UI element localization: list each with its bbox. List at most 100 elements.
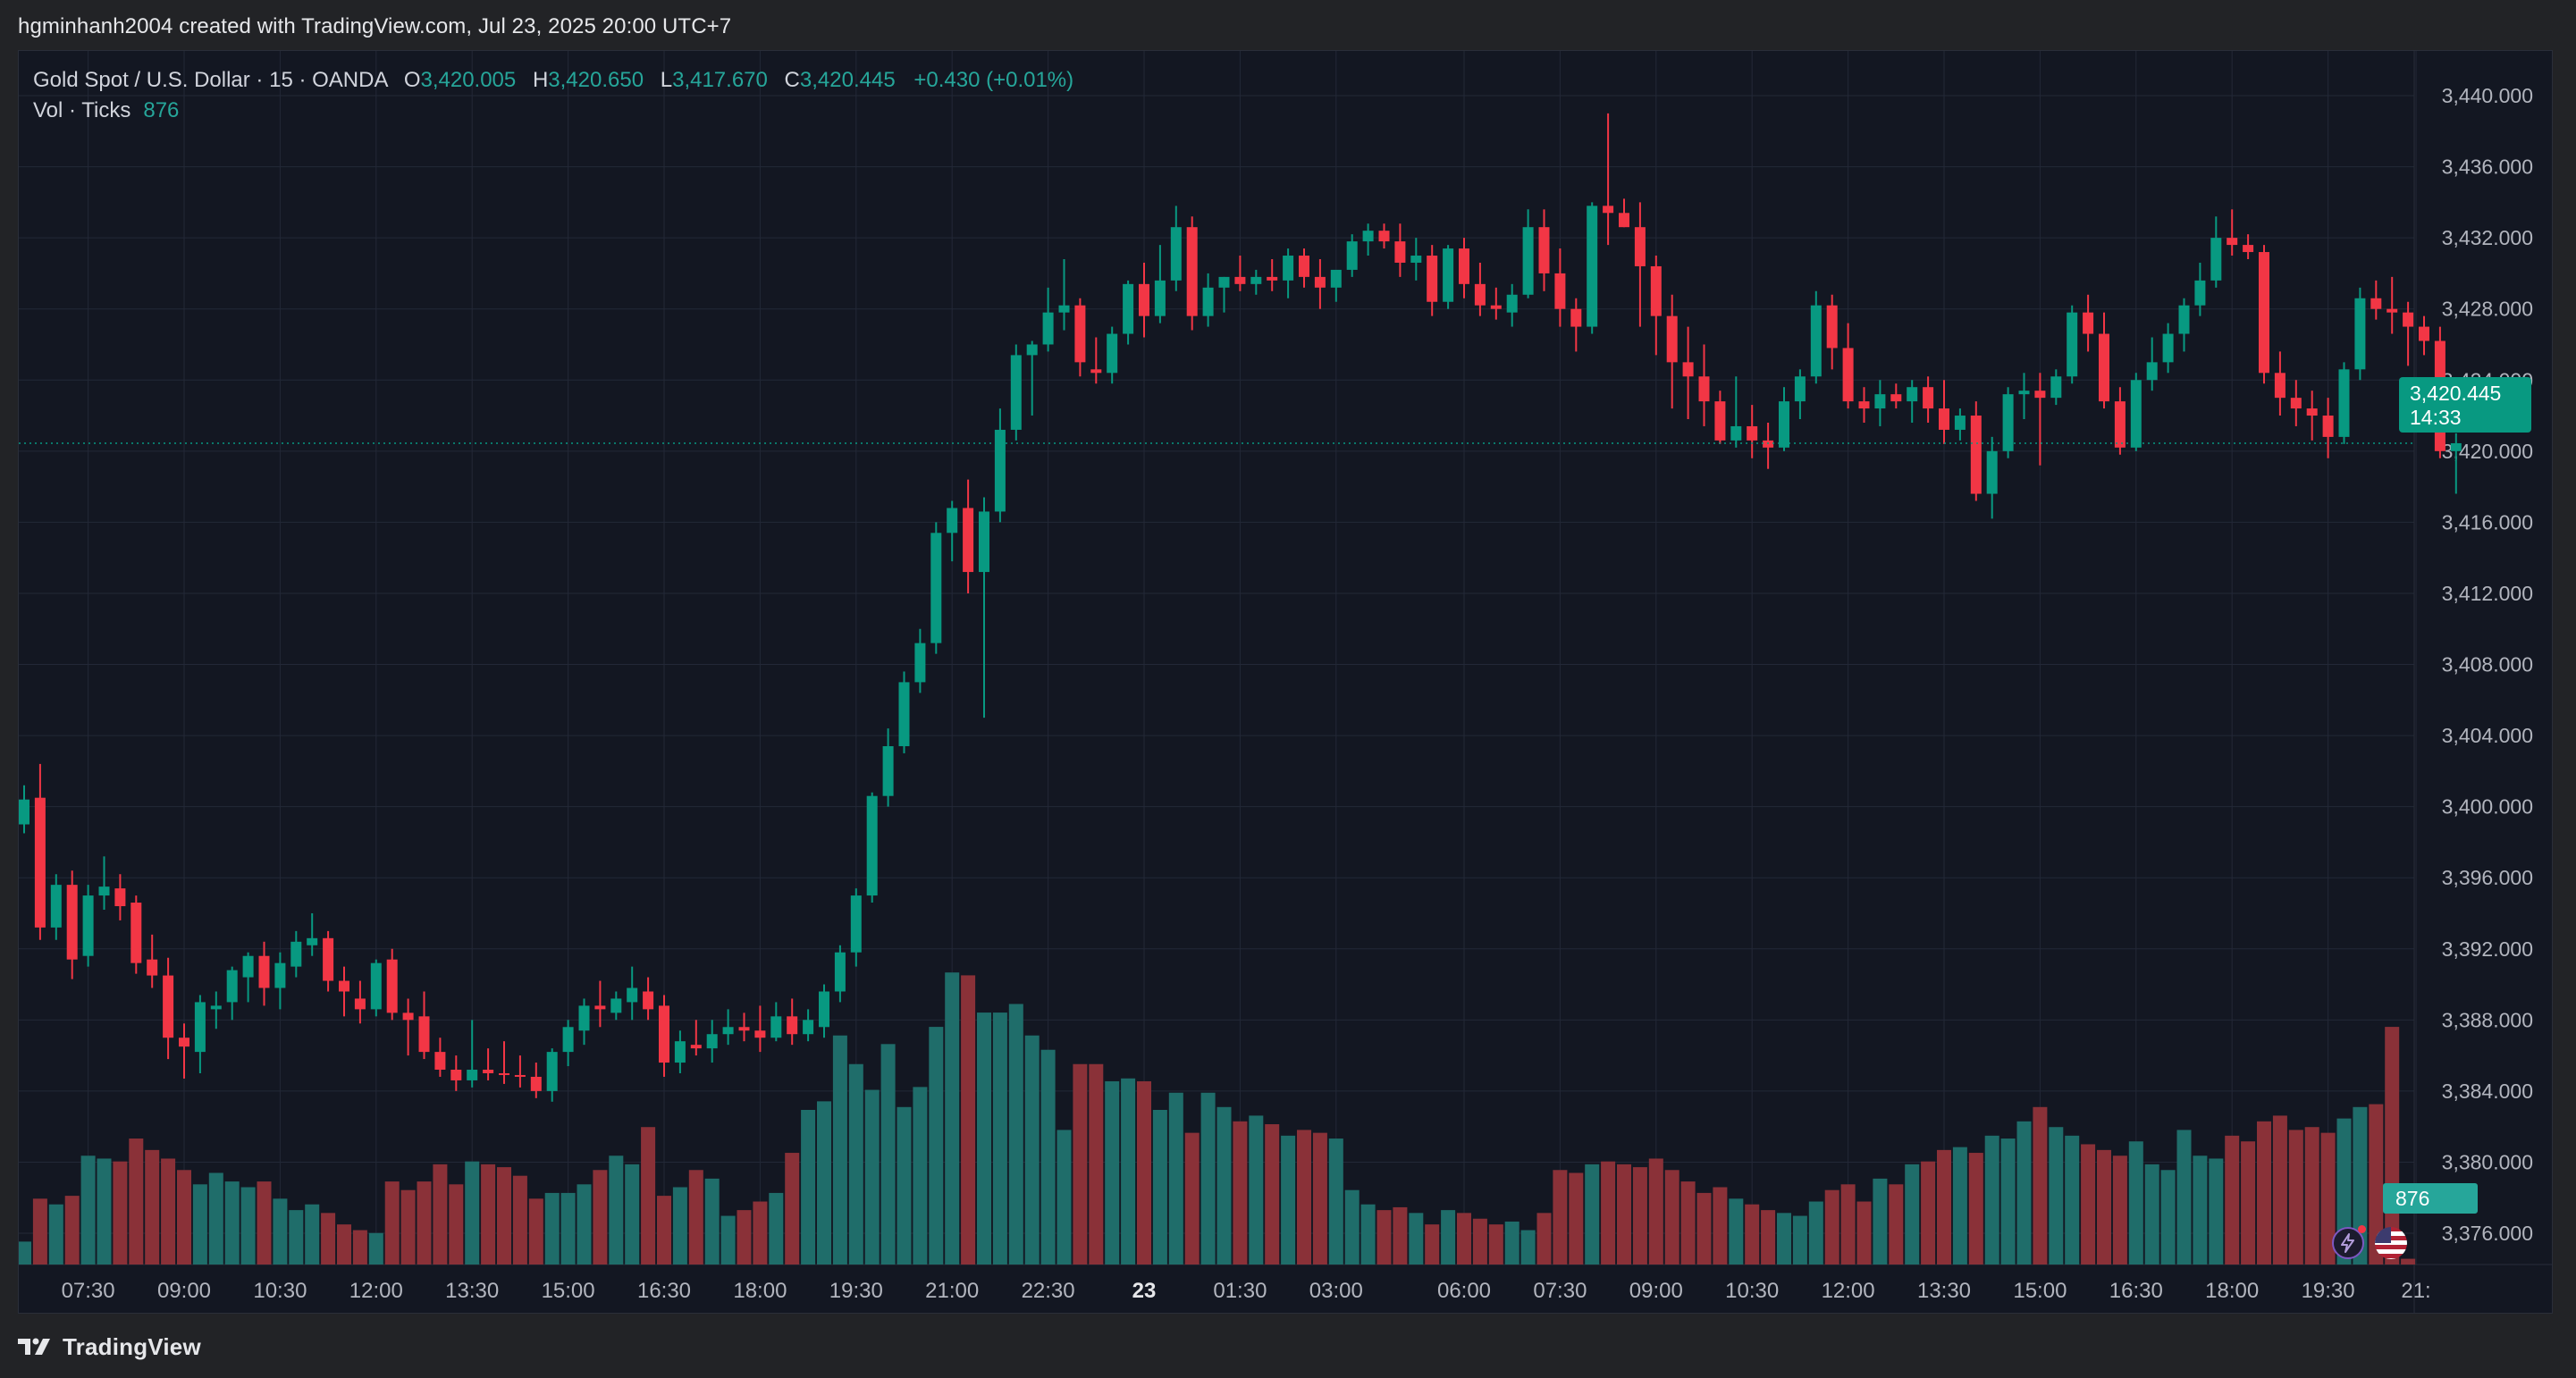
candle-body[interactable] [147, 959, 158, 976]
candle-body[interactable] [2403, 312, 2414, 327]
candle-body[interactable] [2450, 442, 2462, 451]
candle-body[interactable] [2306, 408, 2318, 416]
candle-body[interactable] [82, 895, 94, 956]
candle-body[interactable] [2259, 252, 2269, 374]
candle-body[interactable] [2114, 401, 2126, 448]
candle-body[interactable] [1970, 416, 1982, 494]
candle-body[interactable] [1074, 305, 1086, 363]
candle-body[interactable] [2018, 391, 2030, 395]
candle-body[interactable] [2002, 394, 2014, 451]
tradingview-brand[interactable]: TradingView [18, 1332, 201, 1362]
candle-body[interactable] [1747, 425, 1758, 441]
candle-body[interactable] [770, 1016, 782, 1038]
candle-body[interactable] [1522, 227, 1534, 295]
candle-body[interactable] [1682, 362, 1694, 377]
candle-body[interactable] [242, 955, 254, 978]
candle-body[interactable] [674, 1041, 686, 1063]
candle-body[interactable] [1730, 425, 1742, 441]
candle-body[interactable] [1362, 231, 1374, 242]
candle-body[interactable] [2034, 391, 2046, 399]
candle-body[interactable] [1714, 401, 1726, 441]
candle-body[interactable] [994, 429, 1006, 512]
candle-body[interactable] [307, 937, 318, 945]
candle-body[interactable] [1779, 401, 1789, 448]
candle-body[interactable] [882, 745, 894, 796]
candle-body[interactable] [1890, 394, 1902, 402]
candle-body[interactable] [1587, 206, 1598, 327]
candle-body[interactable] [1410, 256, 1422, 263]
candle-body[interactable] [1330, 269, 1342, 288]
candle-body[interactable] [787, 1016, 798, 1035]
candle-body[interactable] [98, 886, 110, 896]
candle-body[interactable] [66, 885, 78, 960]
candle-body[interactable] [2274, 373, 2286, 399]
candle-body[interactable] [290, 941, 302, 967]
candle-body[interactable] [1250, 276, 1262, 284]
volume-label[interactable]: Vol · Ticks [33, 98, 131, 122]
candle-body[interactable] [627, 987, 638, 1003]
candle-body[interactable] [418, 1016, 430, 1053]
candle-body[interactable] [722, 1027, 734, 1035]
candle-body[interactable] [578, 1005, 590, 1031]
candle-body[interactable] [819, 991, 829, 1028]
candle-body[interactable] [1090, 369, 1102, 374]
candle-body[interactable] [130, 903, 142, 963]
candle-body[interactable] [1634, 227, 1646, 266]
candle-body[interactable] [754, 1030, 766, 1038]
candle-body[interactable] [194, 1002, 206, 1053]
candle-body[interactable] [1603, 206, 1614, 214]
candle-body[interactable] [1186, 227, 1198, 316]
candle-body[interactable] [1026, 344, 1038, 356]
candle-body[interactable] [1378, 231, 1390, 242]
candle-body[interactable] [1042, 312, 1054, 345]
candle-body[interactable] [1874, 394, 1886, 409]
candle-body[interactable] [1619, 213, 1629, 228]
candle-body[interactable] [163, 975, 174, 1038]
candle-body[interactable] [594, 1005, 606, 1010]
candle-body[interactable] [1554, 273, 1566, 309]
candle-body[interactable] [914, 643, 926, 683]
candle-body[interactable] [354, 998, 366, 1010]
candle-body[interactable] [866, 795, 878, 896]
candle-body[interactable] [2322, 416, 2334, 437]
candle-body[interactable] [1858, 401, 1870, 409]
candle-body[interactable] [979, 511, 989, 573]
candle-body[interactable] [1107, 333, 1118, 374]
candle-body[interactable] [1299, 256, 1309, 277]
candle-body[interactable] [2419, 326, 2429, 341]
lightning-icon[interactable] [2332, 1225, 2366, 1259]
candle-body[interactable] [1698, 376, 1710, 402]
candle-body[interactable] [1234, 276, 1246, 284]
candle-body[interactable] [1394, 241, 1406, 263]
candle-body[interactable] [1923, 387, 1934, 409]
candle-body[interactable] [450, 1070, 462, 1080]
candle-body[interactable] [1267, 276, 1278, 281]
candle-body[interactable] [1314, 276, 1326, 288]
candle-body[interactable] [2067, 312, 2078, 377]
candle-body[interactable] [1794, 376, 1806, 402]
candle-body[interactable] [2099, 333, 2109, 402]
candle-body[interactable] [1459, 248, 1469, 284]
candle-body[interactable] [274, 962, 286, 988]
candle-body[interactable] [530, 1076, 542, 1091]
candle-body[interactable] [1986, 450, 1998, 494]
candle-body[interactable] [834, 952, 846, 992]
candle-body[interactable] [1346, 241, 1358, 270]
candle-body[interactable] [370, 962, 382, 1010]
candle-body[interactable] [2338, 369, 2350, 437]
candle-body[interactable] [1506, 294, 1518, 313]
candle-body[interactable] [643, 991, 654, 1010]
candle-body[interactable] [2370, 298, 2382, 309]
candle-body[interactable] [1842, 348, 1854, 402]
candle-body[interactable] [210, 1005, 222, 1010]
candle-body[interactable] [226, 970, 238, 1003]
candle-body[interactable] [947, 508, 958, 534]
candle-body[interactable] [434, 1052, 446, 1071]
candle-body[interactable] [1123, 283, 1134, 334]
candle-body[interactable] [386, 959, 398, 1013]
candle-body[interactable] [1666, 315, 1678, 363]
candle-body[interactable] [963, 508, 974, 573]
candle-body[interactable] [514, 1074, 526, 1077]
candle-body[interactable] [2387, 308, 2398, 313]
candle-body[interactable] [1810, 305, 1822, 377]
